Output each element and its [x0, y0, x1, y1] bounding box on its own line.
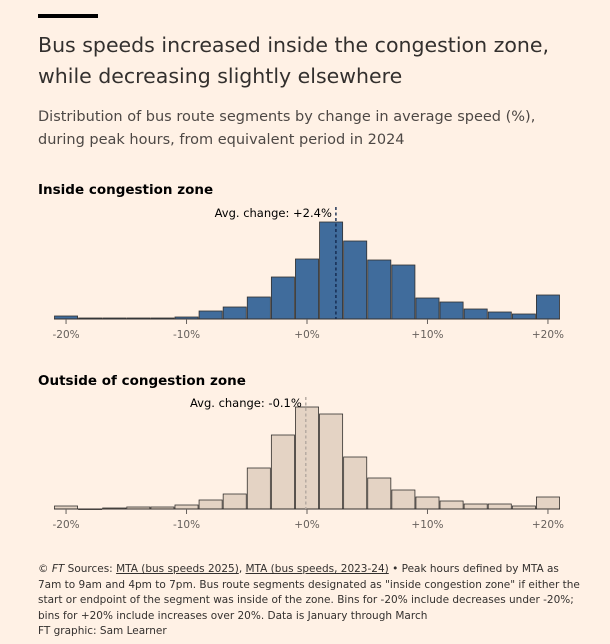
ft-top-bar — [38, 14, 98, 18]
histogram-inside-zone: -20% -10% +0% +10% +20% Avg. change: +2.4% — [52, 206, 564, 341]
x-tick-label: -10% — [173, 329, 200, 341]
bar-bin-minus2 — [270, 276, 295, 320]
chart-title: Bus speeds increased inside the congesti… — [38, 33, 549, 88]
x-tick-label: -20% — [52, 519, 79, 531]
bar-bin-minus8 — [198, 310, 223, 320]
bar-bin-minus8 — [198, 499, 223, 510]
sources-label: Sources: — [64, 563, 117, 575]
bar-bin-minus6 — [222, 306, 247, 320]
bar-bin-plus18 — [511, 313, 536, 320]
bar-bin-minus4 — [246, 467, 271, 510]
bar-bin-plus12 — [439, 500, 464, 510]
average-annotation: Avg. change: +2.4% — [215, 206, 332, 220]
source-separator: , — [238, 563, 246, 575]
x-tick-label: -20% — [52, 329, 79, 341]
source-link-mta-2025[interactable]: MTA (bus speeds 2025) — [116, 563, 239, 575]
methodology-note: • Peak hours defined by MTA as 7am to 9a… — [38, 563, 580, 622]
bar-bin-plus12 — [439, 301, 464, 320]
graphic-credit: FT graphic: Sam Learner — [38, 625, 167, 637]
bar-bin-plus2 — [319, 221, 344, 320]
source-link-mta-2023-24[interactable]: MTA (bus speeds, 2023-24) — [245, 563, 389, 575]
bar-bin-minus2 — [270, 434, 295, 510]
x-tick-label: +20% — [532, 329, 564, 341]
average-annotation: Avg. change: -0.1% — [190, 396, 302, 410]
x-tick-label: -10% — [173, 519, 200, 531]
x-tick-label: +0% — [294, 329, 319, 341]
copyright-symbol: © — [38, 563, 52, 575]
bar-bin-plus6 — [367, 259, 392, 320]
bar-bin-plus6 — [367, 477, 392, 510]
x-tick-label: +0% — [294, 519, 319, 531]
bar-bin-plus14 — [463, 308, 488, 320]
bar-bin-minus10 — [174, 504, 199, 510]
bar-bin-plus0 — [295, 258, 319, 320]
panel-title-inside: Inside congestion zone — [38, 182, 214, 198]
bar-bin-plus8 — [391, 264, 416, 320]
x-tick-label: +10% — [411, 329, 443, 341]
bar-bin-plus14 — [463, 503, 488, 510]
panel-title-outside: Outside of congestion zone — [38, 373, 246, 389]
bar-bin-minus6 — [222, 493, 247, 510]
bar-bin-plus10 — [415, 297, 440, 320]
bar-bin-plus20 — [536, 294, 560, 320]
bar-bin-plus10 — [415, 496, 440, 510]
bar-bin-plus4 — [343, 456, 368, 510]
bar-bin-plus16 — [487, 311, 512, 320]
bar-bin-plus0 — [295, 406, 319, 510]
x-tick-label: +20% — [532, 519, 564, 531]
ft-label: FT — [51, 563, 65, 575]
bar-bin-plus20 — [536, 496, 560, 510]
bar-bin-plus8 — [391, 489, 416, 510]
source-note: © FT Sources: MTA (bus speeds 2025), MTA… — [38, 562, 583, 640]
bar-bin-plus4 — [343, 240, 368, 320]
bar-bin-plus16 — [487, 503, 512, 510]
chart-subtitle: Distribution of bus route segments by ch… — [38, 109, 536, 148]
bar-bin-minus4 — [246, 296, 271, 320]
x-tick-label: +10% — [411, 519, 443, 531]
histogram-outside-zone: -20% -10% +0% +10% +20% Avg. change: -0.1% — [52, 396, 564, 531]
bar-bin-plus2 — [319, 413, 344, 510]
